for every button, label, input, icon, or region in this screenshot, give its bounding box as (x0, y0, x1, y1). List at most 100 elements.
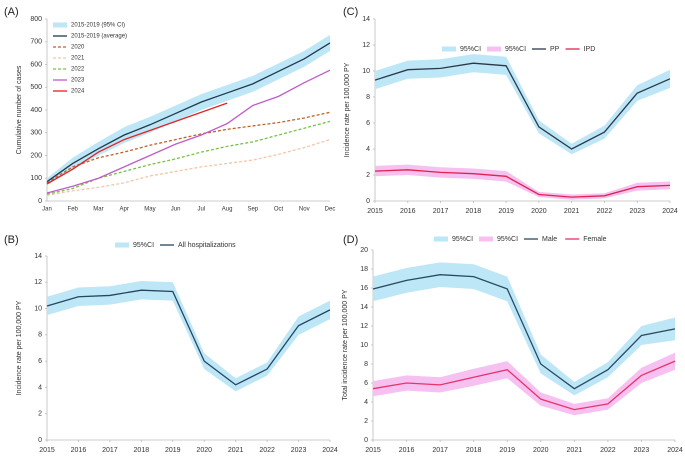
y-tick-label: 500 (30, 84, 42, 91)
x-tick-label: Dec (325, 207, 336, 213)
x-tick-label: Oct (274, 207, 284, 213)
x-tick-label: Jun (171, 207, 181, 213)
x-tick-label: 2019 (498, 208, 514, 215)
x-tick-label: Nov (299, 207, 310, 213)
x-tick-label: 2023 (634, 447, 650, 454)
x-tick-label: 2016 (400, 208, 416, 215)
x-tick-label: 2017 (433, 208, 449, 215)
series-line (374, 169, 671, 198)
legend-label: 2022 (71, 67, 85, 73)
panel-label: (D) (343, 234, 358, 246)
legend-label: All hospitalizations (178, 242, 236, 249)
panel-label: (A) (4, 6, 19, 18)
legend-label: 95%CI (497, 236, 518, 243)
x-tick-label: 2021 (567, 447, 583, 454)
y-tick-label: 6 (38, 358, 42, 365)
y-tick-label: 12 (360, 323, 368, 330)
y-axis-label: Total incidence rate per 100,000 PY (342, 289, 349, 400)
y-tick-label: 800 (30, 16, 42, 23)
y-tick-label: 8 (364, 361, 368, 368)
ci-band (47, 280, 330, 392)
y-tick-label: 4 (366, 146, 370, 153)
series-line (372, 274, 676, 390)
y-tick-label: 300 (30, 130, 42, 137)
y-tick-label: 2 (366, 172, 370, 179)
x-tick-label: 2020 (531, 208, 547, 215)
x-tick-label: Jul (198, 207, 206, 213)
y-tick-label: 0 (38, 198, 42, 205)
y-tick-label: 12 (362, 42, 370, 49)
legend-label: PP (550, 46, 560, 53)
legend-swatch (442, 46, 456, 52)
x-tick-label: 2022 (597, 208, 613, 215)
y-tick-label: 600 (30, 61, 42, 68)
x-tick-label: 2024 (667, 447, 683, 454)
legend-swatch (115, 242, 129, 248)
series-line (46, 42, 331, 183)
y-tick-label: 12 (34, 279, 42, 286)
y-tick-label: 6 (364, 380, 368, 387)
y-tick-label: 20 (360, 247, 368, 254)
series-line (372, 360, 676, 411)
y-tick-label: 8 (38, 332, 42, 339)
x-tick-label: 2023 (629, 208, 645, 215)
x-tick-label: 2024 (662, 208, 678, 215)
panel-label: (B) (4, 234, 19, 246)
series-line (46, 111, 331, 184)
series-line (46, 69, 331, 194)
y-tick-label: 4 (364, 399, 368, 406)
x-tick-label: Mar (93, 207, 103, 213)
legend-label: Female (583, 236, 606, 243)
x-tick-label: 2020 (196, 447, 212, 454)
x-tick-label: 2021 (564, 208, 580, 215)
y-tick-label: 700 (30, 39, 42, 46)
y-axis-label: Incidence rate per 100,000 PY (344, 62, 351, 157)
legend-label: 2021 (71, 56, 85, 62)
legend-label: 2015-2019 (95% CI) (71, 23, 125, 29)
y-tick-label: 14 (34, 253, 42, 260)
x-tick-label: Aug (222, 207, 233, 213)
y-tick-label: 0 (364, 437, 368, 444)
x-tick-label: Apr (120, 207, 129, 213)
x-tick-label: 2022 (600, 447, 616, 454)
series-line (46, 138, 331, 196)
y-tick-label: 18 (360, 266, 368, 273)
x-tick-label: 2024 (322, 447, 338, 454)
y-tick-label: 10 (34, 305, 42, 312)
x-tick-label: Sep (247, 207, 258, 213)
y-tick-label: 6 (366, 120, 370, 127)
legend-swatch (479, 236, 493, 242)
y-tick-label: 100 (30, 175, 42, 182)
legend-label: 2020 (71, 45, 85, 51)
y-tick-label: 200 (30, 152, 42, 159)
legend-swatch (434, 236, 448, 242)
x-tick-label: 2020 (533, 447, 549, 454)
x-tick-label: 2017 (102, 447, 118, 454)
x-tick-label: 2021 (228, 447, 244, 454)
y-tick-label: 14 (360, 304, 368, 311)
legend-label: 2023 (71, 78, 85, 84)
x-tick-label: 2018 (466, 208, 482, 215)
legend-label: 95%CI (460, 46, 481, 53)
y-tick-label: 8 (366, 94, 370, 101)
x-tick-label: 2018 (134, 447, 150, 454)
x-tick-label: 2023 (291, 447, 307, 454)
legend-swatch (53, 22, 67, 28)
x-tick-label: 2019 (165, 447, 181, 454)
ci-band (375, 54, 670, 155)
y-tick-label: 2 (38, 411, 42, 418)
x-tick-label: Feb (68, 207, 79, 213)
y-tick-label: 400 (30, 107, 42, 114)
legend-label: 95%CI (505, 46, 526, 53)
x-tick-label: 2022 (259, 447, 275, 454)
x-tick-label: May (144, 207, 155, 213)
series-line (46, 102, 228, 185)
legend-swatch (487, 46, 501, 52)
legend-label: 95%CI (452, 236, 473, 243)
series-line (46, 289, 331, 386)
ci-band (47, 34, 330, 186)
y-tick-label: 0 (38, 437, 42, 444)
y-tick-label: 4 (38, 384, 42, 391)
series-line (374, 62, 671, 150)
